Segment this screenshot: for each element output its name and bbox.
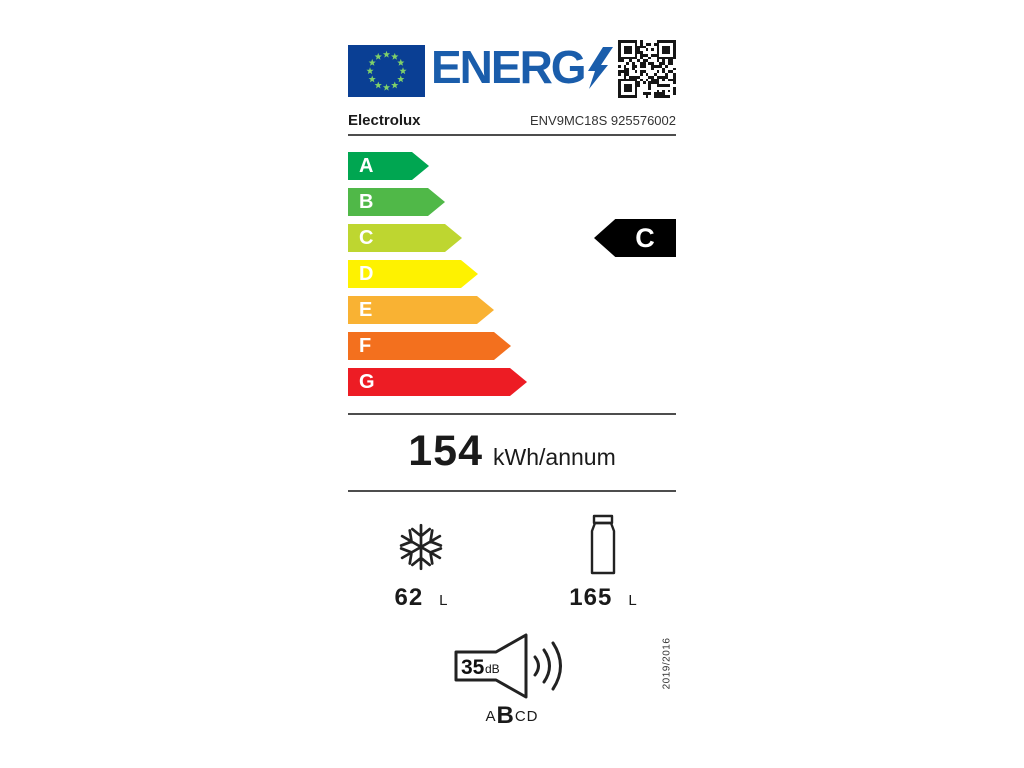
scale-letter: G (359, 370, 375, 393)
scale-bar-g: G (348, 368, 527, 396)
scale-letter: A (359, 154, 374, 177)
model-number: ENV9MC18S 925576002 (530, 113, 676, 128)
noise-class-c: C (514, 707, 527, 725)
noise-value: 35 (461, 656, 485, 679)
energy-unit: kWh/annum (493, 444, 616, 470)
annual-energy: 154 kWh/annum (348, 415, 676, 490)
scale-bar-c: C (348, 224, 462, 252)
fridge-volume: 165 (569, 584, 613, 611)
scale-letter: D (359, 262, 374, 285)
noise-unit: dB (485, 662, 500, 676)
freezer-unit: L (439, 592, 448, 609)
rating-arrow: C (594, 219, 676, 257)
brand-name: Electrolux (348, 112, 421, 129)
qr-code (618, 40, 676, 98)
scale-letter: C (359, 226, 374, 249)
freezer-volume: 62 (394, 584, 424, 611)
energ-logo-text: ENERG (431, 41, 587, 93)
energy-label: ENERG Electrolux ENV9MC18S 925576002 C A… (348, 40, 676, 730)
label-header: ENERG (348, 40, 676, 98)
speaker-icon: 35 dB (454, 633, 562, 699)
bottle-icon (590, 514, 616, 575)
freezer-cell: 62 L (366, 516, 476, 612)
noise-class-d: D (526, 707, 539, 725)
scale-bar-d: D (348, 260, 478, 288)
scale-bar-b: B (348, 188, 445, 216)
compartments: 62 L 165 L (348, 514, 676, 612)
noise-class-a: A (485, 707, 497, 725)
fridge-unit: L (628, 592, 637, 609)
scale-bar-f: F (348, 332, 511, 360)
scale-bar-e: E (348, 296, 494, 324)
scale-letter: B (359, 190, 374, 213)
eu-flag (348, 45, 425, 97)
snowflake-icon (399, 523, 443, 571)
lightning-bolt-icon (587, 47, 613, 89)
scale-bar-a: A (348, 152, 429, 180)
divider (348, 413, 676, 415)
scale-letter: E (359, 298, 373, 321)
noise-class-b-selected: B (496, 702, 515, 729)
regulation-number: 2019/2016 (661, 637, 673, 690)
energ-logo: ENERG (431, 42, 613, 95)
rating-letter: C (635, 222, 655, 253)
scale-letter: F (359, 334, 372, 357)
brand-row: Electrolux ENV9MC18S 925576002 (348, 112, 676, 136)
energy-value: 154 (408, 427, 484, 475)
divider (348, 490, 676, 492)
fridge-cell: 165 L (548, 514, 658, 612)
